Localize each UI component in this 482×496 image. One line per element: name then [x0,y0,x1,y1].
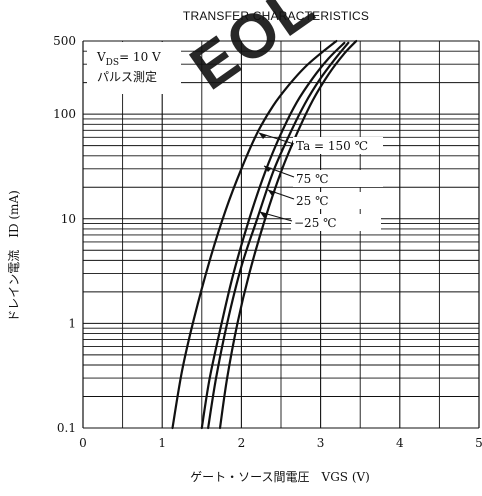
y-tick-label: 1 [68,316,76,330]
y-tick-label: 10 [61,212,76,226]
series-label-0: Ta = 150 ℃ [296,139,368,153]
series-label-3: −25 ℃ [294,216,337,230]
series-label-arrow [260,212,268,218]
tick-layer: 0.1 1 10 100 500 0 1 2 3 4 5 [53,34,482,450]
series-label-arrow [259,133,267,139]
vds-subscript: DS [106,58,119,68]
vds-main: V [96,50,106,64]
grid-layer [82,40,480,429]
series-label-arrow [268,190,276,196]
y-tick-label: 100 [53,107,76,121]
x-tick-label: 5 [475,436,482,450]
series-label-2: 25 ℃ [296,194,329,208]
x-tick-label: 2 [238,436,246,450]
series-curve-2 [207,41,350,430]
series-label-background [291,214,381,231]
series-label-1: 75 ℃ [296,172,329,186]
y-tick-label: 0.1 [57,421,76,435]
x-tick-label: 4 [396,436,404,450]
series-label-background [293,137,383,154]
legend-layer: Ta = 150 ℃ 75 ℃ 25 ℃ −25 ℃ [258,132,383,231]
series-label-background [293,192,383,209]
condition-box: VDS= 10 V パルス測定 [87,42,181,94]
vds-value: = 10 V [119,50,161,64]
x-tick-label: 3 [317,436,325,450]
y-tick-label: 500 [53,34,76,48]
condition-box-background [87,42,181,94]
vds-label: VDS= 10 V [96,50,161,68]
series-label-arrow [264,166,272,172]
x-tick-label: 0 [79,436,87,450]
series-curve-1 [200,41,346,430]
series-label-background [293,170,383,187]
chart-title: TRANSFER CHARACTERISTICS [183,9,369,23]
series-curve-0 [171,39,338,430]
series-curve-3 [218,39,358,430]
x-axis-label: ゲート・ソース間電圧 VGS (V) [190,470,370,484]
y-axis-label: ドレイン電流 ID (mA) [7,190,21,322]
pulse-measurement-label: パルス測定 [97,69,157,84]
x-tick-label: 1 [158,436,166,450]
curve-layer [171,39,358,430]
